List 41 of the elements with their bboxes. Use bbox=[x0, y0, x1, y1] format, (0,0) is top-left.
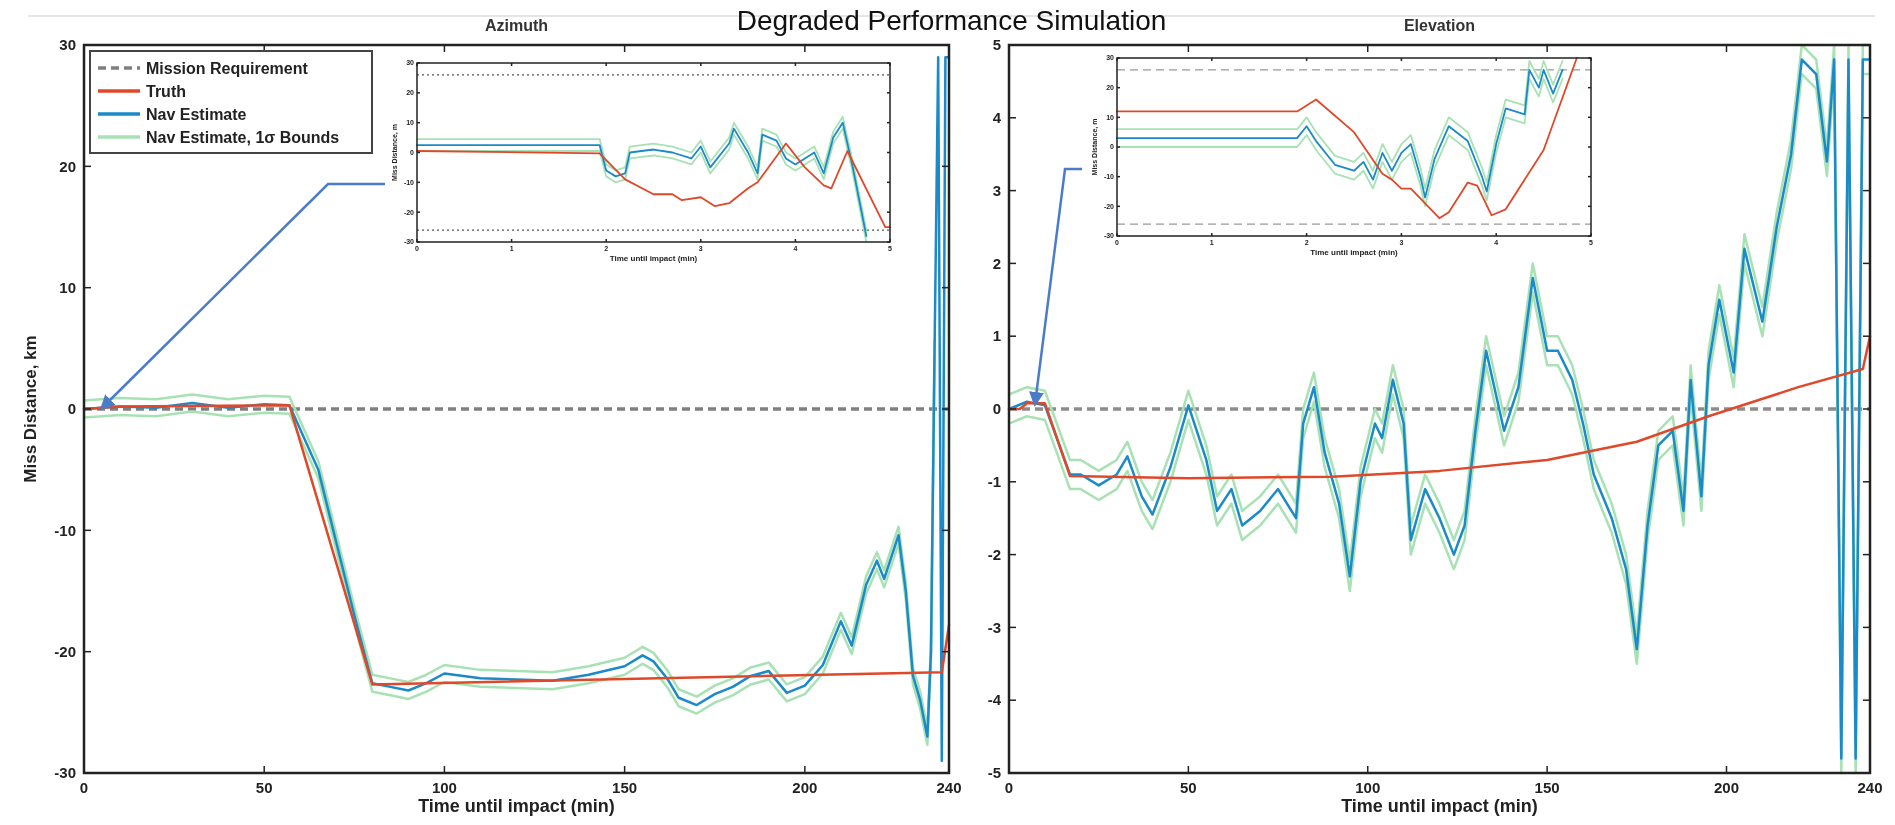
y-tick-label: 20 bbox=[59, 157, 76, 175]
x-tick-label: 150 bbox=[1534, 779, 1560, 796]
x-tick-label: 240 bbox=[936, 779, 962, 796]
x-axis-title: Time until impact (min) bbox=[1341, 796, 1538, 816]
x-tick-label: 150 bbox=[612, 779, 638, 796]
x-tick-label: 50 bbox=[255, 779, 273, 796]
chart-title: Azimuth bbox=[484, 17, 549, 34]
y-tick-label: 3 bbox=[992, 181, 1001, 199]
x-tick-label: 240 bbox=[1857, 779, 1883, 796]
y-tick-label: 5 bbox=[992, 36, 1001, 54]
x-tick-label: 50 bbox=[1180, 779, 1197, 796]
text: Degraded Performance Simulation bbox=[736, 5, 1167, 36]
x-tick-label: 0 bbox=[79, 779, 89, 796]
y-tick-label: 4 bbox=[992, 109, 1002, 127]
x-axis-title: Time until impact (min) bbox=[418, 796, 615, 816]
y-tick-label: -30 bbox=[54, 764, 76, 782]
y-tick-label: -5 bbox=[987, 764, 1001, 782]
x-tick-label: 200 bbox=[792, 779, 818, 796]
x-axis-title: Time until impact (min) bbox=[609, 254, 698, 263]
y-tick-label: -20 bbox=[54, 642, 76, 660]
x-tick-label: 200 bbox=[1713, 779, 1740, 796]
y-tick-label: 10 bbox=[59, 278, 76, 296]
legend-label: Nav Estimate, 1σ Bounds bbox=[146, 128, 340, 146]
y-tick-label: 30 bbox=[59, 36, 76, 54]
y-tick-label: -2 bbox=[987, 545, 1001, 563]
y-tick-label: 1 bbox=[992, 327, 1001, 345]
y-tick-label: 0 bbox=[67, 400, 76, 418]
legend-label: Truth bbox=[146, 82, 186, 100]
legend-label: Nav Estimate bbox=[146, 105, 247, 123]
y-tick-label: -1 bbox=[987, 473, 1001, 491]
x-tick-label: 0 bbox=[1004, 779, 1014, 796]
x-axis-title: Time until impact (min) bbox=[1310, 248, 1399, 257]
y-tick-label: 0 bbox=[992, 400, 1001, 418]
y-axis-title: Miss Distance, km bbox=[21, 335, 40, 483]
legend-label: Mission Requirement bbox=[146, 59, 309, 77]
x-tick-label: 100 bbox=[1355, 779, 1381, 796]
chart-title: Elevation bbox=[1403, 17, 1476, 34]
y-tick-label: -10 bbox=[54, 521, 76, 539]
y-tick-label: -4 bbox=[987, 691, 1002, 709]
x-tick-label: 100 bbox=[431, 779, 457, 796]
y-tick-label: -3 bbox=[987, 618, 1001, 636]
